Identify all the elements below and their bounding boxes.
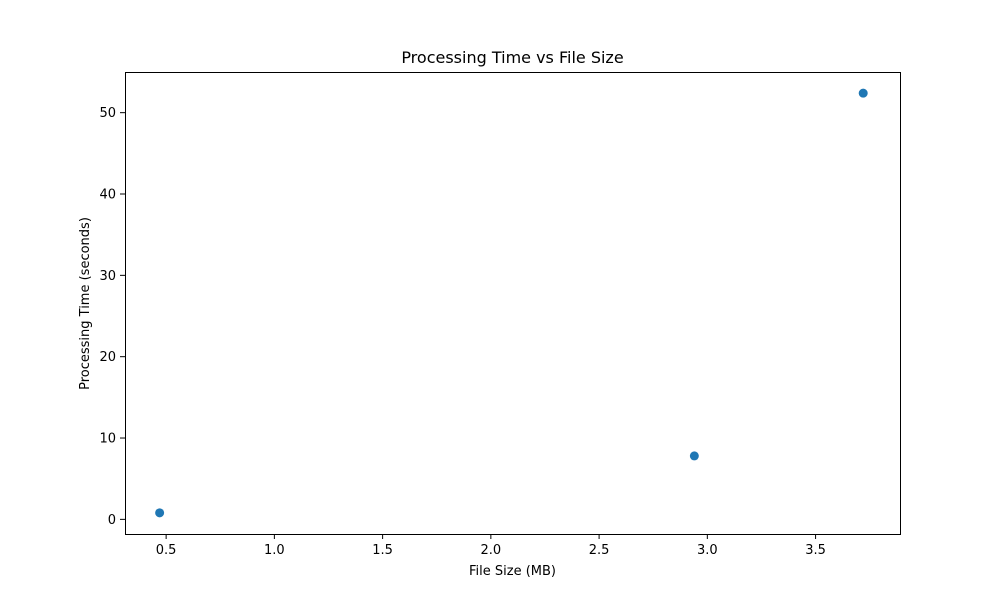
- axis-ticks: 0.5 1.0 1.5 2.0 2.5 3.0 3.5 0 10 20 30 40 50: [99, 106, 825, 558]
- y-tick-label: 0: [108, 513, 116, 528]
- y-axis-label: Processing Time (seconds): [78, 217, 93, 390]
- y-tick-label: 20: [99, 350, 116, 365]
- x-tick-label: 2.0: [481, 543, 502, 558]
- x-tick-label: 1.5: [372, 543, 393, 558]
- x-axis-label: File Size (MB): [469, 564, 556, 579]
- chart-title: Processing Time vs File Size: [401, 48, 623, 67]
- data-points: [155, 88, 868, 518]
- plot-frame: [125, 72, 901, 535]
- x-tick-label: 3.0: [697, 543, 718, 558]
- y-tick-label: 10: [99, 432, 116, 447]
- data-point: [858, 88, 868, 98]
- y-tick-label: 40: [99, 188, 116, 203]
- data-point: [155, 508, 165, 518]
- data-point: [689, 451, 699, 461]
- x-tick-label: 3.5: [805, 543, 826, 558]
- y-tick-label: 50: [99, 106, 116, 121]
- x-tick-label: 0.5: [156, 543, 177, 558]
- x-tick-label: 2.5: [589, 543, 610, 558]
- y-tick-label: 30: [99, 269, 116, 284]
- x-tick-label: 1.0: [264, 543, 285, 558]
